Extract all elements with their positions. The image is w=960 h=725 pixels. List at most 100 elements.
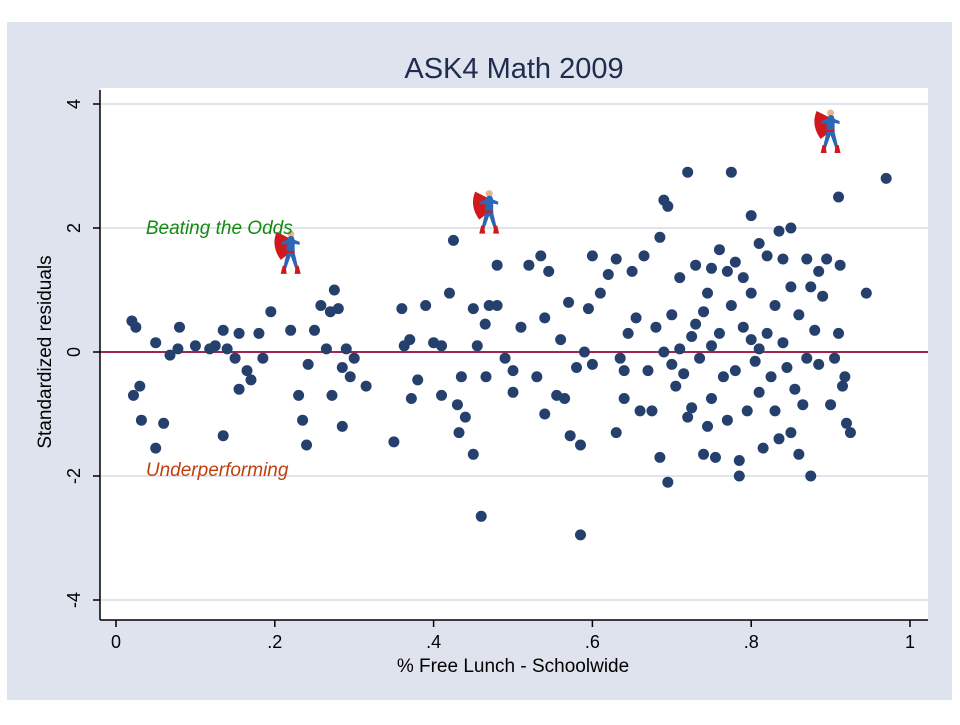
superman-icon [472, 190, 500, 234]
data-point [781, 362, 793, 373]
data-point [706, 393, 717, 404]
data-point [706, 340, 717, 352]
data-point [769, 405, 781, 417]
data-point [158, 417, 170, 429]
data-point [405, 393, 417, 404]
data-point [839, 371, 851, 383]
data-point [586, 250, 598, 262]
data-point [817, 290, 829, 302]
data-point [348, 352, 360, 364]
data-point [404, 334, 416, 346]
data-point [483, 300, 495, 311]
data-point [797, 399, 809, 411]
y-tick-label: 0 [64, 347, 84, 357]
data-point [630, 312, 642, 324]
data-point [813, 358, 825, 370]
data-point [626, 265, 638, 277]
data-point [829, 352, 841, 364]
data-point [451, 399, 463, 411]
data-point [578, 346, 590, 358]
data-point [491, 300, 503, 311]
y-tick-label: -2 [64, 468, 84, 484]
data-point [733, 470, 745, 482]
data-point [622, 327, 634, 339]
data-point [388, 436, 400, 448]
data-point [539, 312, 551, 324]
data-point [658, 346, 670, 358]
data-point [729, 256, 741, 268]
data-point [571, 362, 583, 373]
data-point [793, 448, 805, 460]
data-point [801, 253, 813, 265]
data-point [618, 393, 630, 404]
x-tick-label: .6 [585, 632, 600, 652]
data-point [396, 303, 408, 315]
y-tick-label: 2 [64, 223, 84, 233]
data-point [860, 287, 872, 299]
data-point [880, 172, 892, 184]
data-point [690, 259, 702, 271]
data-point [436, 389, 448, 401]
data-point [662, 200, 674, 212]
data-point [221, 343, 233, 355]
data-point [412, 374, 424, 386]
data-point [467, 448, 479, 460]
x-tick-label: 0 [111, 632, 121, 652]
y-axis-label: Standardized residuals [35, 255, 56, 448]
data-point [634, 405, 646, 417]
data-point [515, 321, 527, 333]
data-point [694, 352, 706, 364]
data-point [265, 306, 277, 318]
data-point [217, 324, 229, 336]
data-point [523, 259, 535, 271]
data-point [713, 244, 725, 256]
data-point [682, 411, 694, 423]
data-point [229, 352, 241, 364]
data-point [706, 262, 717, 274]
data-point [582, 303, 594, 315]
data-point [245, 374, 257, 386]
data-point [785, 427, 797, 439]
data-point [491, 259, 503, 271]
data-point [682, 166, 694, 178]
data-point [840, 417, 852, 429]
data-point [328, 284, 340, 296]
data-point [297, 414, 309, 426]
data-point [825, 399, 837, 411]
data-point [360, 380, 372, 392]
data-point [737, 321, 749, 333]
data-point [189, 340, 201, 352]
x-tick-label: 1 [905, 632, 915, 652]
data-point [543, 265, 555, 277]
data-point [777, 253, 789, 265]
data-point [753, 343, 765, 355]
data-point [480, 371, 492, 383]
data-point [475, 510, 487, 522]
data-point [773, 225, 785, 237]
data-point [209, 340, 221, 352]
data-point [650, 321, 662, 333]
data-point [479, 318, 491, 330]
data-point [253, 327, 265, 339]
data-point [164, 349, 176, 361]
data-point [725, 166, 737, 178]
data-point [793, 309, 805, 321]
data-point [745, 287, 757, 299]
data-point [686, 402, 698, 414]
data-point [531, 371, 543, 383]
data-point [662, 476, 674, 488]
y-tick-label: -4 [64, 592, 84, 608]
data-point [618, 365, 630, 377]
data-point [233, 383, 245, 395]
data-point [833, 191, 845, 203]
x-tick-label: .8 [744, 632, 759, 652]
data-point [336, 362, 348, 373]
x-tick-label: .4 [426, 632, 441, 652]
data-point [745, 210, 757, 222]
data-point [709, 451, 721, 463]
data-point [837, 380, 849, 392]
data-point [602, 269, 614, 280]
data-point [702, 287, 714, 299]
data-point [172, 343, 184, 355]
